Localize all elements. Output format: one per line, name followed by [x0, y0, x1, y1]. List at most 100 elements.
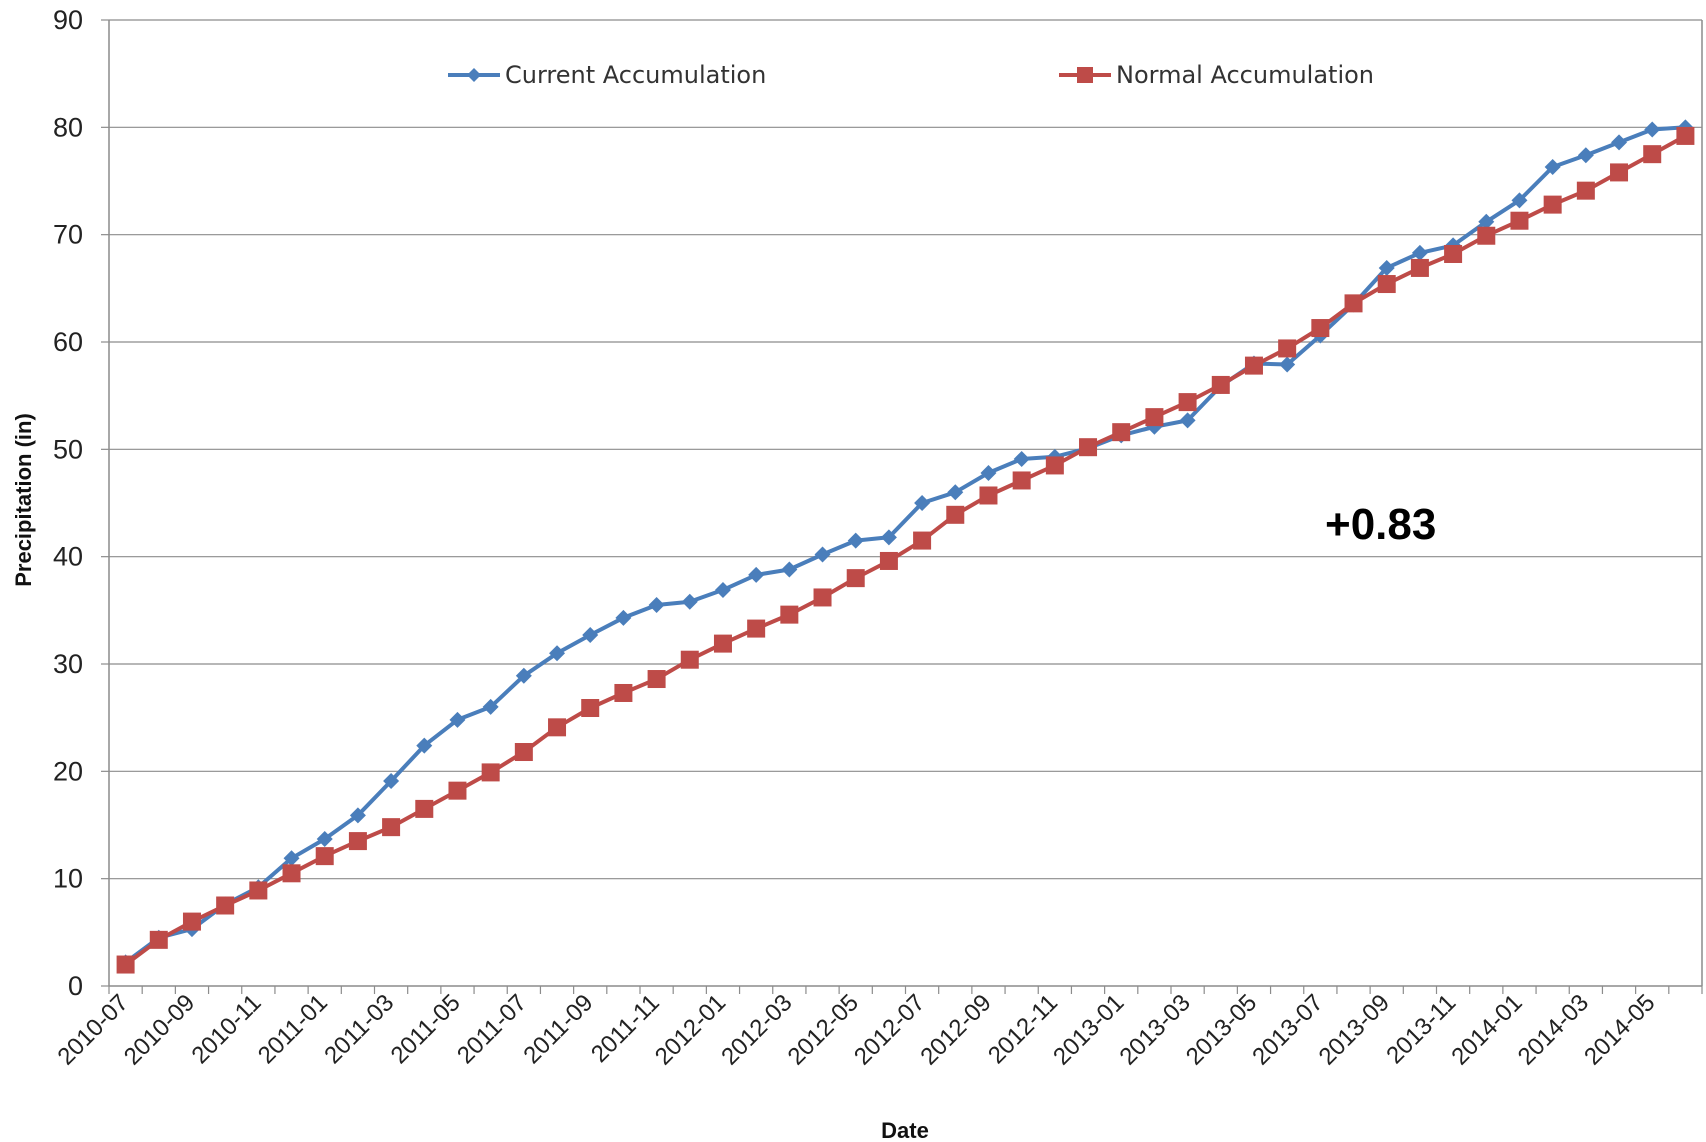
data-point-current — [814, 546, 831, 563]
data-point-normal — [481, 763, 500, 782]
data-point-normal — [149, 930, 168, 949]
x-tick-label: 2013-05 — [1181, 989, 1262, 1070]
y-tick-label: 30 — [53, 649, 83, 679]
data-point-current — [316, 830, 333, 847]
x-tick-label: 2011-05 — [386, 989, 466, 1069]
data-point-normal — [581, 699, 600, 718]
data-point-current — [1179, 412, 1196, 429]
y-axis-title: Precipitation (in) — [11, 413, 36, 587]
data-point-current — [449, 711, 466, 728]
data-point-normal — [747, 619, 766, 638]
data-point-current — [1577, 147, 1594, 164]
data-point-normal — [1610, 163, 1629, 182]
legend: Current Accumulation Normal Accumulation — [448, 61, 1374, 89]
data-point-normal — [680, 650, 699, 669]
data-point-normal — [1012, 471, 1031, 490]
x-tick-label: 2013-01 — [1048, 989, 1129, 1070]
data-point-normal — [1377, 275, 1396, 294]
y-tick-label: 40 — [53, 542, 83, 572]
data-point-current — [1511, 192, 1528, 209]
data-point-normal — [1278, 339, 1297, 358]
annotation-difference: +0.83 — [1325, 500, 1436, 549]
x-axis-title: Date — [881, 1118, 929, 1142]
legend-marker-current — [467, 68, 481, 82]
x-tick-label: 2011-01 — [253, 989, 333, 1069]
data-point-normal — [979, 486, 998, 505]
data-point-normal — [1643, 145, 1662, 164]
x-tick-label: 2010-07 — [52, 989, 133, 1070]
data-point-current — [914, 495, 931, 511]
x-tick-label: 2013-07 — [1247, 989, 1328, 1070]
y-tick-label: 80 — [53, 112, 83, 142]
legend-entry-current: Current Accumulation — [448, 61, 766, 89]
x-tick-label: 2012-03 — [716, 989, 797, 1070]
y-tick-label: 10 — [53, 864, 83, 894]
data-point-current — [1013, 450, 1030, 467]
y-tick-label: 20 — [53, 756, 83, 786]
legend-entry-normal: Normal Accumulation — [1059, 61, 1374, 89]
x-tick-label: 2013-09 — [1314, 989, 1395, 1070]
data-point-normal — [415, 799, 434, 818]
data-point-normal — [846, 569, 865, 588]
data-point-normal — [780, 605, 799, 624]
data-point-normal — [1311, 319, 1330, 338]
data-point-current — [714, 581, 731, 598]
y-tick-label: 70 — [53, 220, 83, 250]
data-point-current — [1411, 244, 1428, 261]
x-tick-label: 2013-11 — [1381, 989, 1461, 1069]
data-point-normal — [1543, 195, 1562, 214]
data-point-current — [349, 807, 366, 824]
x-tick-label: 2013-03 — [1114, 989, 1195, 1070]
data-point-normal — [913, 531, 932, 550]
data-point-normal — [946, 505, 965, 524]
x-tick-label: 2012-05 — [783, 989, 864, 1070]
data-point-normal — [647, 670, 666, 689]
data-point-current — [1378, 259, 1395, 276]
gridlines — [109, 19, 1702, 880]
y-tick-label: 0 — [68, 971, 83, 1001]
data-point-current — [648, 596, 665, 613]
data-point-normal — [1079, 438, 1098, 457]
x-tick-label: 2012-11 — [983, 989, 1063, 1069]
data-point-current — [880, 529, 897, 546]
data-point-normal — [514, 743, 533, 762]
x-tick-label: 2010-11 — [186, 989, 266, 1069]
data-point-current — [748, 566, 765, 583]
y-tick-label: 90 — [53, 5, 83, 35]
data-point-normal — [1112, 423, 1131, 442]
series-group — [116, 119, 1695, 974]
data-point-normal — [1510, 211, 1529, 230]
x-tick-label: 2011-07 — [452, 989, 532, 1069]
data-point-normal — [1410, 258, 1429, 277]
data-point-normal — [813, 588, 832, 607]
data-point-normal — [1244, 356, 1263, 375]
data-point-current — [1611, 134, 1628, 151]
data-point-normal — [182, 912, 201, 931]
x-tick-label: 2012-01 — [650, 989, 731, 1070]
y-tick-label: 50 — [53, 434, 83, 464]
x-tick-label: 2014-05 — [1579, 989, 1660, 1070]
data-point-current — [1279, 356, 1296, 373]
data-point-current — [1544, 159, 1561, 176]
data-point-current — [416, 737, 433, 754]
legend-label-normal: Normal Accumulation — [1116, 61, 1374, 89]
data-point-normal — [879, 551, 898, 570]
data-point-current — [781, 561, 798, 578]
x-tick-label: 2010-09 — [119, 989, 200, 1070]
x-tick-label: 2012-09 — [915, 989, 996, 1070]
data-point-normal — [116, 955, 135, 974]
data-point-normal — [315, 847, 334, 866]
data-point-current — [515, 667, 532, 684]
legend-marker-normal — [1077, 67, 1093, 83]
data-point-current — [383, 772, 400, 789]
data-point-normal — [1477, 226, 1496, 245]
x-tick-label: 2014-03 — [1513, 989, 1594, 1070]
data-point-current — [615, 609, 632, 626]
x-tick-label: 2014-01 — [1446, 989, 1527, 1070]
data-point-normal — [1045, 456, 1064, 475]
data-point-normal — [713, 634, 732, 653]
data-point-current — [582, 627, 599, 644]
data-point-normal — [1145, 408, 1164, 427]
data-point-current — [681, 593, 698, 610]
